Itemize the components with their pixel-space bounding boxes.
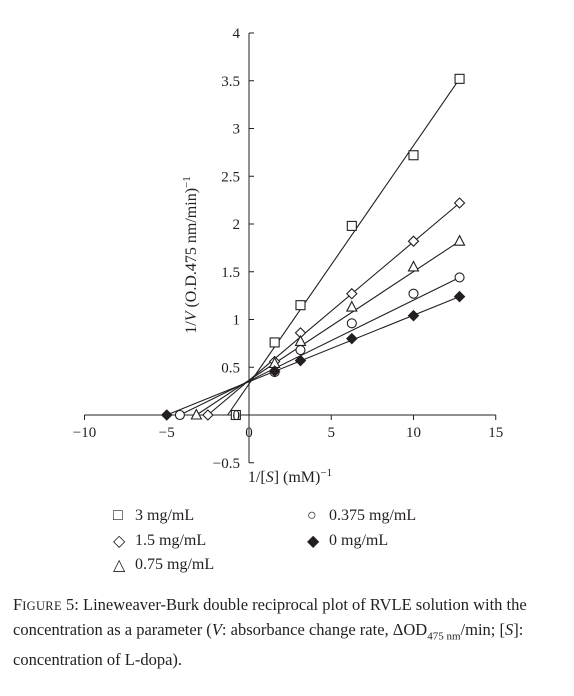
x-tick-label: 5 (328, 425, 336, 441)
data-point-1-5-mg-ml (453, 197, 466, 209)
y-tick-label: 4 (233, 26, 241, 42)
circle-marker-icon: ○ (307, 507, 317, 524)
lineweaver-burk-chart: −10 −5 0 5 10 15 −0.5 0 0.5 1 1.5 2 2.5 3 3.5 4 1/[S] (… (73, 26, 503, 486)
y-tick-label: 1.5 (221, 265, 240, 281)
data-point-0-75-mg-ml (453, 234, 466, 246)
legend-item-0-75mg: △ 0.75 mg/mL (113, 555, 214, 575)
data-point-0-mg-ml (453, 290, 466, 303)
fit-line-3-mg-ml (227, 78, 461, 416)
square-marker-icon: □ (113, 507, 123, 524)
x-axis-label: 1/[S] (mM)−1 (248, 467, 332, 486)
data-point-3-mg-ml (230, 409, 241, 421)
diamond-marker-icon: ◇ (113, 533, 126, 550)
data-point-0-75-mg-ml (407, 260, 420, 272)
data-point-0-375-mg-ml (408, 288, 419, 299)
legend-label: 3 mg/mL (135, 507, 195, 524)
y-tick-label: 0.5 (221, 360, 240, 376)
figure-caption: FIGURE 5: Lineweaver-Burk double recipro… (13, 595, 527, 670)
data-point-0-375-mg-ml (295, 345, 306, 356)
data-point-3-mg-ml (454, 73, 465, 84)
data-point-0-mg-ml (407, 309, 420, 322)
data-point-0-75-mg-ml (294, 334, 307, 347)
x-tick-label: −10 (73, 425, 96, 441)
data-point-0-75-mg-ml (345, 300, 358, 312)
fit-lines (166, 78, 461, 416)
data-point-0-75-mg-ml (190, 408, 203, 420)
x-tick-label: 0 (245, 425, 253, 441)
data-point-0-mg-ml (268, 365, 281, 377)
data-point-0-mg-ml (160, 409, 173, 421)
data-point-0-mg-ml (346, 332, 358, 345)
legend-label: 0.375 mg/mL (329, 507, 417, 524)
data-markers (160, 73, 466, 421)
data-point-0-375-mg-ml (174, 409, 185, 421)
data-point-1-5-mg-ml (202, 409, 214, 421)
legend-label: 0.75 mg/mL (135, 556, 215, 573)
data-point-1-5-mg-ml (346, 287, 358, 300)
y-tick-label: −0.5 (213, 456, 240, 472)
legend-item-0mg: ◆ 0 mg/mL (307, 531, 388, 551)
data-point-0-mg-ml (294, 354, 307, 367)
data-point-3-mg-ml (408, 150, 419, 161)
fit-line-0-375-mg-ml (179, 276, 460, 416)
data-point-3-mg-ml (346, 220, 357, 231)
legend-item-1-5mg: ◇ 1.5 mg/mL (113, 531, 206, 551)
data-point-3-mg-ml (295, 300, 306, 311)
legend-label: 0 mg/mL (329, 532, 389, 549)
y-tick-label: 2.5 (221, 169, 240, 185)
legend-item-0-375mg: ○ 0.375 mg/mL (307, 507, 416, 525)
y-tick-label: 1 (233, 313, 241, 329)
legend-label: 1.5 mg/mL (135, 532, 207, 549)
x-tick-label: 10 (406, 425, 421, 441)
y-axis-label: 1/V (O.D.475 nm/min)−1 (181, 176, 200, 334)
x-tick-label: 15 (488, 425, 503, 441)
axes (84, 32, 497, 464)
filled-diamond-marker-icon: ◆ (307, 533, 320, 550)
x-tick-label: −5 (159, 425, 175, 441)
y-tick-label: 2 (233, 217, 241, 233)
y-tick-label: 0 (233, 408, 241, 424)
legend-item-3mg: □ 3 mg/mL (113, 507, 194, 525)
data-point-0-375-mg-ml (346, 318, 357, 329)
data-point-1-5-mg-ml (407, 235, 420, 247)
y-tick-label: 3 (233, 122, 241, 138)
data-point-3-mg-ml (269, 337, 280, 348)
triangle-marker-icon: △ (113, 557, 126, 574)
tick-labels: −10 −5 0 5 10 15 −0.5 0 0.5 1 1.5 2 2.5 3 3.5 4 (73, 26, 503, 472)
y-tick-label: 3.5 (221, 74, 240, 90)
data-point-0-375-mg-ml (454, 272, 465, 283)
